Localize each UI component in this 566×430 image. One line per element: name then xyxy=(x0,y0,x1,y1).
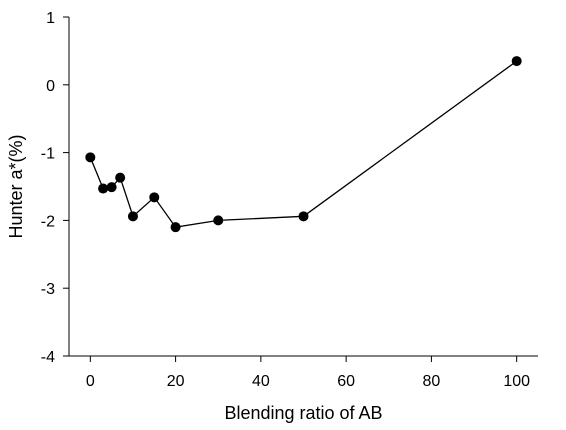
data-point xyxy=(85,152,96,163)
y-tick-label: -4 xyxy=(41,349,55,366)
data-point xyxy=(170,222,181,233)
x-tick-label: 100 xyxy=(503,373,530,390)
data-point xyxy=(213,215,224,226)
y-tick-label: -3 xyxy=(41,281,55,298)
axes xyxy=(68,17,538,357)
x-tick-label: 40 xyxy=(252,373,270,390)
x-axis-title: Blending ratio of AB xyxy=(224,403,382,423)
series xyxy=(85,56,522,233)
y-tick-label: 1 xyxy=(46,10,55,27)
x-tick-label: 0 xyxy=(86,373,95,390)
y-tick-label: -2 xyxy=(41,213,55,230)
data-point xyxy=(298,211,309,222)
data-point xyxy=(127,211,138,222)
data-point xyxy=(115,172,126,183)
x-tick-label: 80 xyxy=(423,373,441,390)
x-tick-label: 60 xyxy=(337,373,355,390)
x-tick-label: 20 xyxy=(167,373,185,390)
data-point xyxy=(98,183,109,194)
y-tick-label: 0 xyxy=(46,78,55,95)
y-axis-title: Hunter a*(%) xyxy=(6,134,26,238)
data-point xyxy=(511,56,522,67)
data-point xyxy=(149,192,160,203)
y-tick-label: -1 xyxy=(41,146,55,163)
data-point xyxy=(106,182,117,193)
